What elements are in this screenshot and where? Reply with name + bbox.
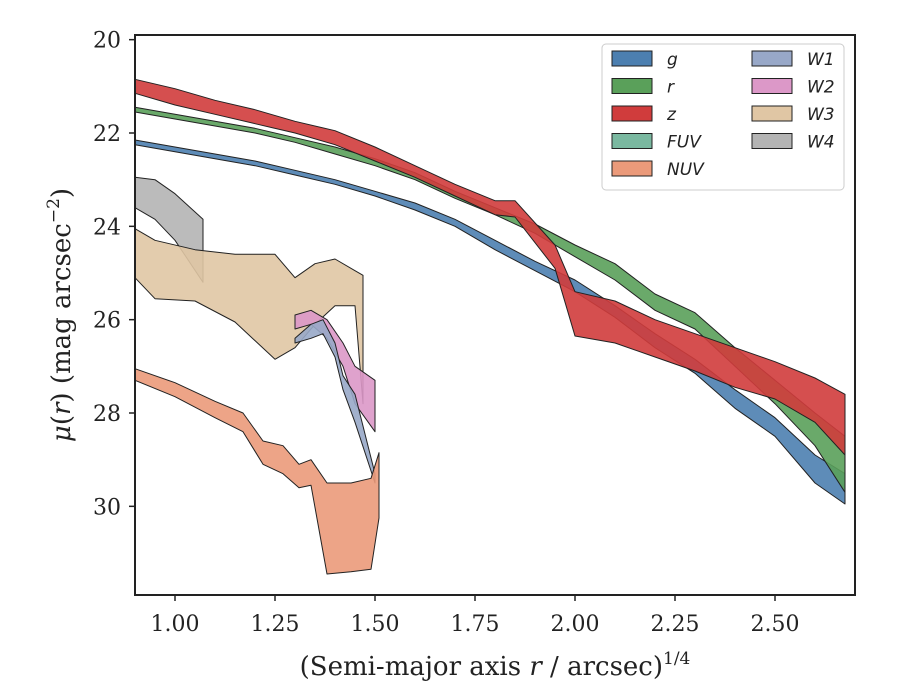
legend-swatch-r xyxy=(611,78,653,94)
legend-label-nuv: NUV xyxy=(667,160,705,180)
legend-swatch-w3 xyxy=(751,105,793,122)
legend-label-w2: W2 xyxy=(807,78,835,98)
x-tick-label: 1.75 xyxy=(451,612,500,637)
band-g xyxy=(134,139,846,505)
x-tick-label: 2.50 xyxy=(751,612,800,637)
y-tick-label: 24 xyxy=(93,215,121,240)
y-axis-ticks: 20 22 24 26 28 30 xyxy=(93,29,135,520)
legend-label-w3: W3 xyxy=(807,105,835,125)
x-tick-label: 1.25 xyxy=(251,612,300,637)
band-z xyxy=(134,78,846,456)
legend-label-r: r xyxy=(667,78,675,98)
legend-swatch-fuv xyxy=(611,133,653,149)
legend-swatch-nuv xyxy=(611,160,653,177)
x-axis-label: (Semi-major axis r / arcsec)1/4 xyxy=(300,649,691,682)
plot-frame xyxy=(134,34,856,596)
legend-label-g: g xyxy=(667,50,678,70)
legend-label-w1: W1 xyxy=(807,50,835,70)
legend-label-fuv: FUV xyxy=(667,133,702,153)
legend-swatch-z xyxy=(611,105,653,122)
y-tick-label: 30 xyxy=(93,495,121,520)
x-axis-ticks: 1.00 1.25 1.50 1.75 2.00 2.25 2.50 xyxy=(151,595,800,637)
x-tick-label: 2.00 xyxy=(551,612,600,637)
band-w3 xyxy=(134,228,364,405)
x-tick-label: 1.50 xyxy=(351,612,400,637)
legend-swatch-w1 xyxy=(751,50,793,67)
x-tick-label: 2.25 xyxy=(651,612,700,637)
legend-swatch-g xyxy=(611,50,653,67)
legend: grz FUV NUV W1 W2 W3 W4 xyxy=(601,43,845,191)
band-nuv xyxy=(134,368,380,575)
y-tick-label: 20 xyxy=(93,29,121,54)
y-tick-label: 22 xyxy=(93,122,121,147)
profile-bands xyxy=(134,78,846,575)
legend-swatch-w4 xyxy=(751,133,793,149)
legend-label-z: z xyxy=(666,105,677,125)
y-tick-label: 26 xyxy=(93,309,121,334)
legend-label-w4: W4 xyxy=(807,133,835,153)
legend-swatch-w2 xyxy=(751,78,793,94)
y-axis-label: μ(r) (mag arcsec−2) xyxy=(44,188,77,442)
x-tick-label: 1.00 xyxy=(151,612,200,637)
y-tick-label: 28 xyxy=(93,402,121,427)
